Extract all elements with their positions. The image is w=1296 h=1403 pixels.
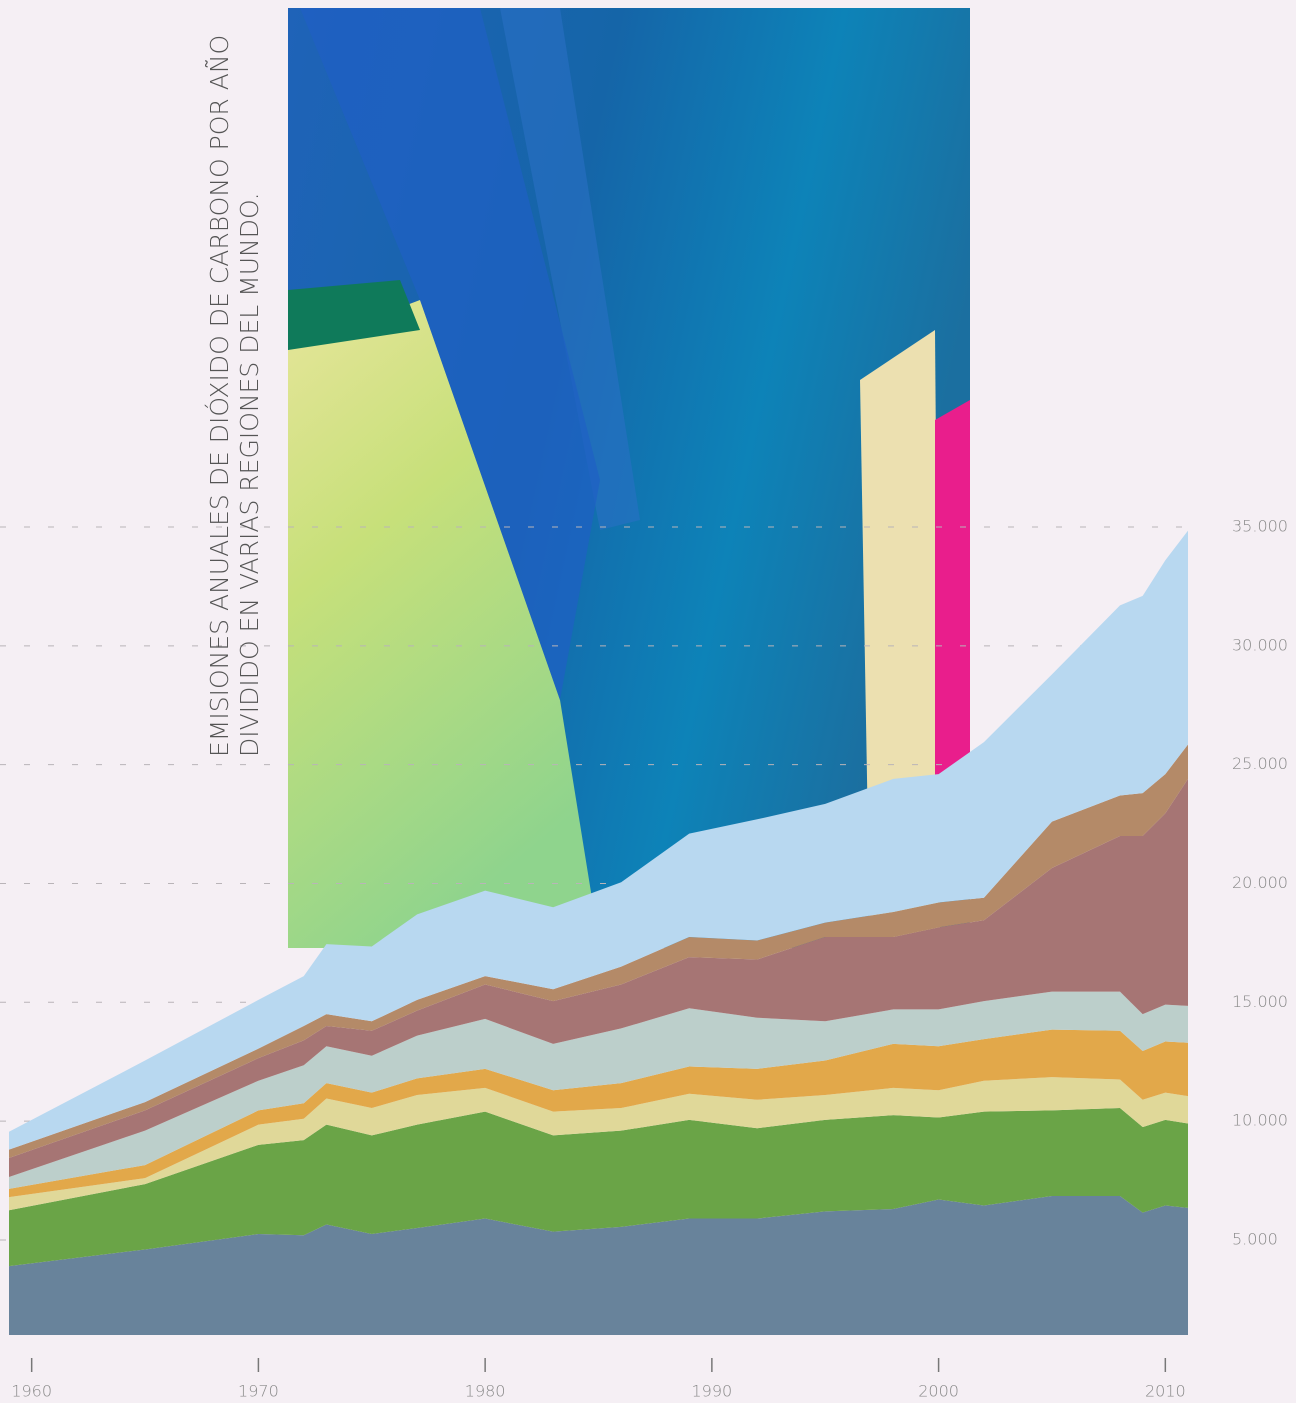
area [9,1077,1188,1211]
area [9,1108,1188,1267]
y-tick-label: 30.000 [1232,635,1288,654]
x-tick-label: 2010 [1145,1382,1186,1401]
chart-title: EMISIONES ANUALES DE DIÓXIDO DE CARBONO … [204,35,234,757]
chart-title: DIVIDIDO EN VARIAS REGIONES DEL MUNDO. [235,192,264,757]
x-tick-label: 1970 [238,1382,279,1401]
y-tick-label: 25.000 [1232,754,1288,773]
area [9,744,1188,1158]
y-tick-label: 5.000 [1232,1229,1278,1248]
title: EMISIONES ANUALES DE DIÓXIDO DE CARBONO … [204,35,264,757]
y-tick-label: 20.000 [1232,873,1288,892]
x-tick-label: 1990 [692,1382,733,1401]
area [9,530,1188,1150]
y-tick-label: 35.000 [1232,517,1288,536]
y-tick-label: 10.000 [1232,1111,1288,1130]
y-tick-label: 15.000 [1232,992,1288,1011]
areas [9,530,1188,1335]
area [9,991,1188,1189]
area [9,1195,1188,1335]
x-tick-label: 1960 [11,1382,52,1401]
x-tick-label: 2000 [918,1382,959,1401]
area [9,1029,1188,1198]
photo [288,8,970,948]
x-tick-label: 1980 [465,1382,506,1401]
area [9,778,1188,1177]
